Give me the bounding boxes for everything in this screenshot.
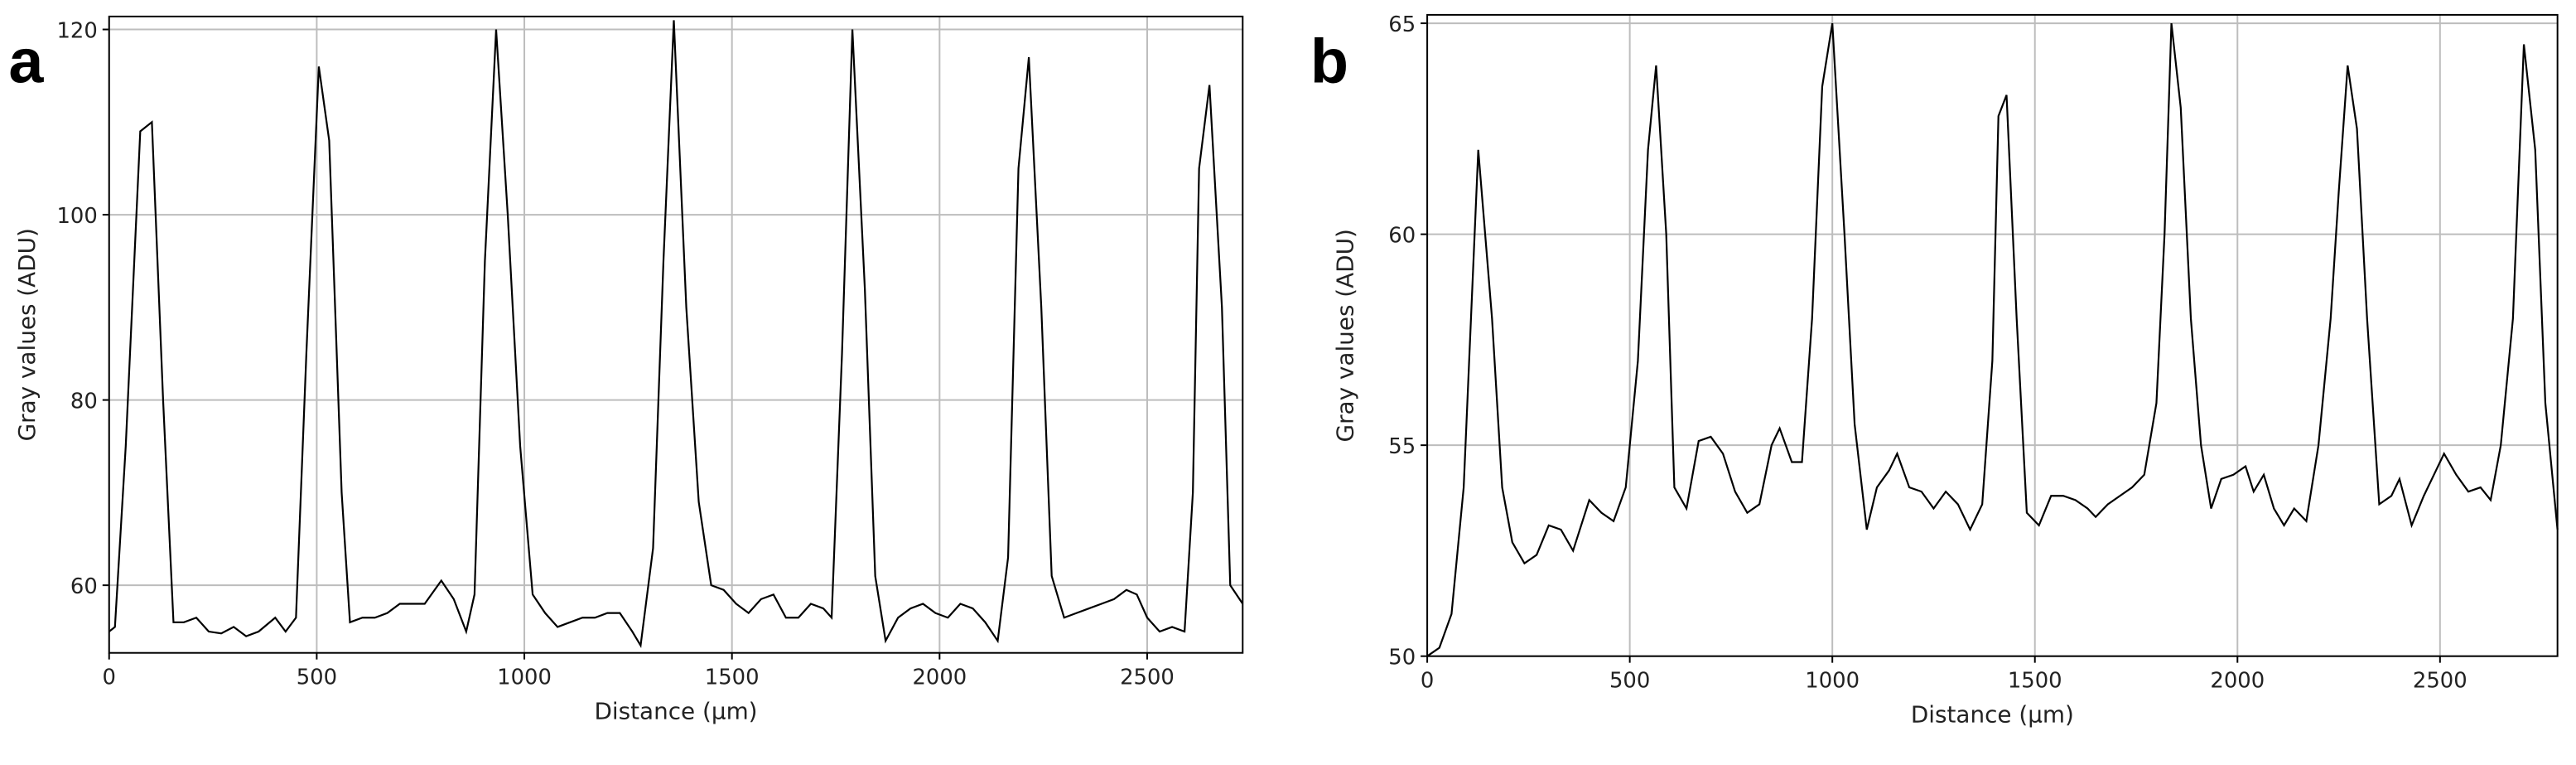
x-tick-label: 0 [1421, 668, 1434, 693]
y-axis-label: Gray values (ADU) [1332, 229, 1359, 442]
y-tick-label: 100 [56, 204, 97, 229]
x-tick-label: 0 [103, 666, 116, 690]
data-line [1426, 22, 2559, 657]
x-tick-label: 2500 [2413, 668, 2467, 693]
x-tick-label: 2000 [2210, 668, 2265, 693]
x-tick-label: 1500 [2008, 668, 2062, 693]
x-tick-label: 2500 [1120, 666, 1175, 690]
y-tick-label: 65 [1388, 12, 1416, 37]
x-tick-label: 500 [297, 666, 337, 690]
x-tick-label: 500 [1609, 668, 1650, 693]
y-tick-label: 50 [1388, 646, 1416, 671]
x-tick-label: 1500 [705, 666, 760, 690]
x-tick-label: 1000 [1805, 668, 1860, 693]
y-tick-label: 120 [56, 18, 97, 43]
y-tick-label: 55 [1388, 434, 1416, 459]
plot-frame [108, 15, 1244, 654]
plot-frame [1426, 13, 2559, 657]
plot-area [109, 16, 1243, 653]
x-axis-label: Distance (µm) [1911, 700, 2074, 728]
panel-label: a [8, 27, 44, 96]
panel-label: b [1310, 27, 1348, 96]
y-tick-label: 80 [70, 390, 98, 414]
x-tick-label: 1000 [497, 666, 552, 690]
y-tick-label: 60 [70, 574, 98, 599]
y-axis-label: Gray values (ADU) [13, 228, 41, 441]
x-tick-label: 2000 [912, 666, 967, 690]
x-axis-label: Distance (µm) [594, 697, 757, 724]
data-line [109, 20, 1244, 649]
y-tick-label: 60 [1388, 224, 1416, 249]
